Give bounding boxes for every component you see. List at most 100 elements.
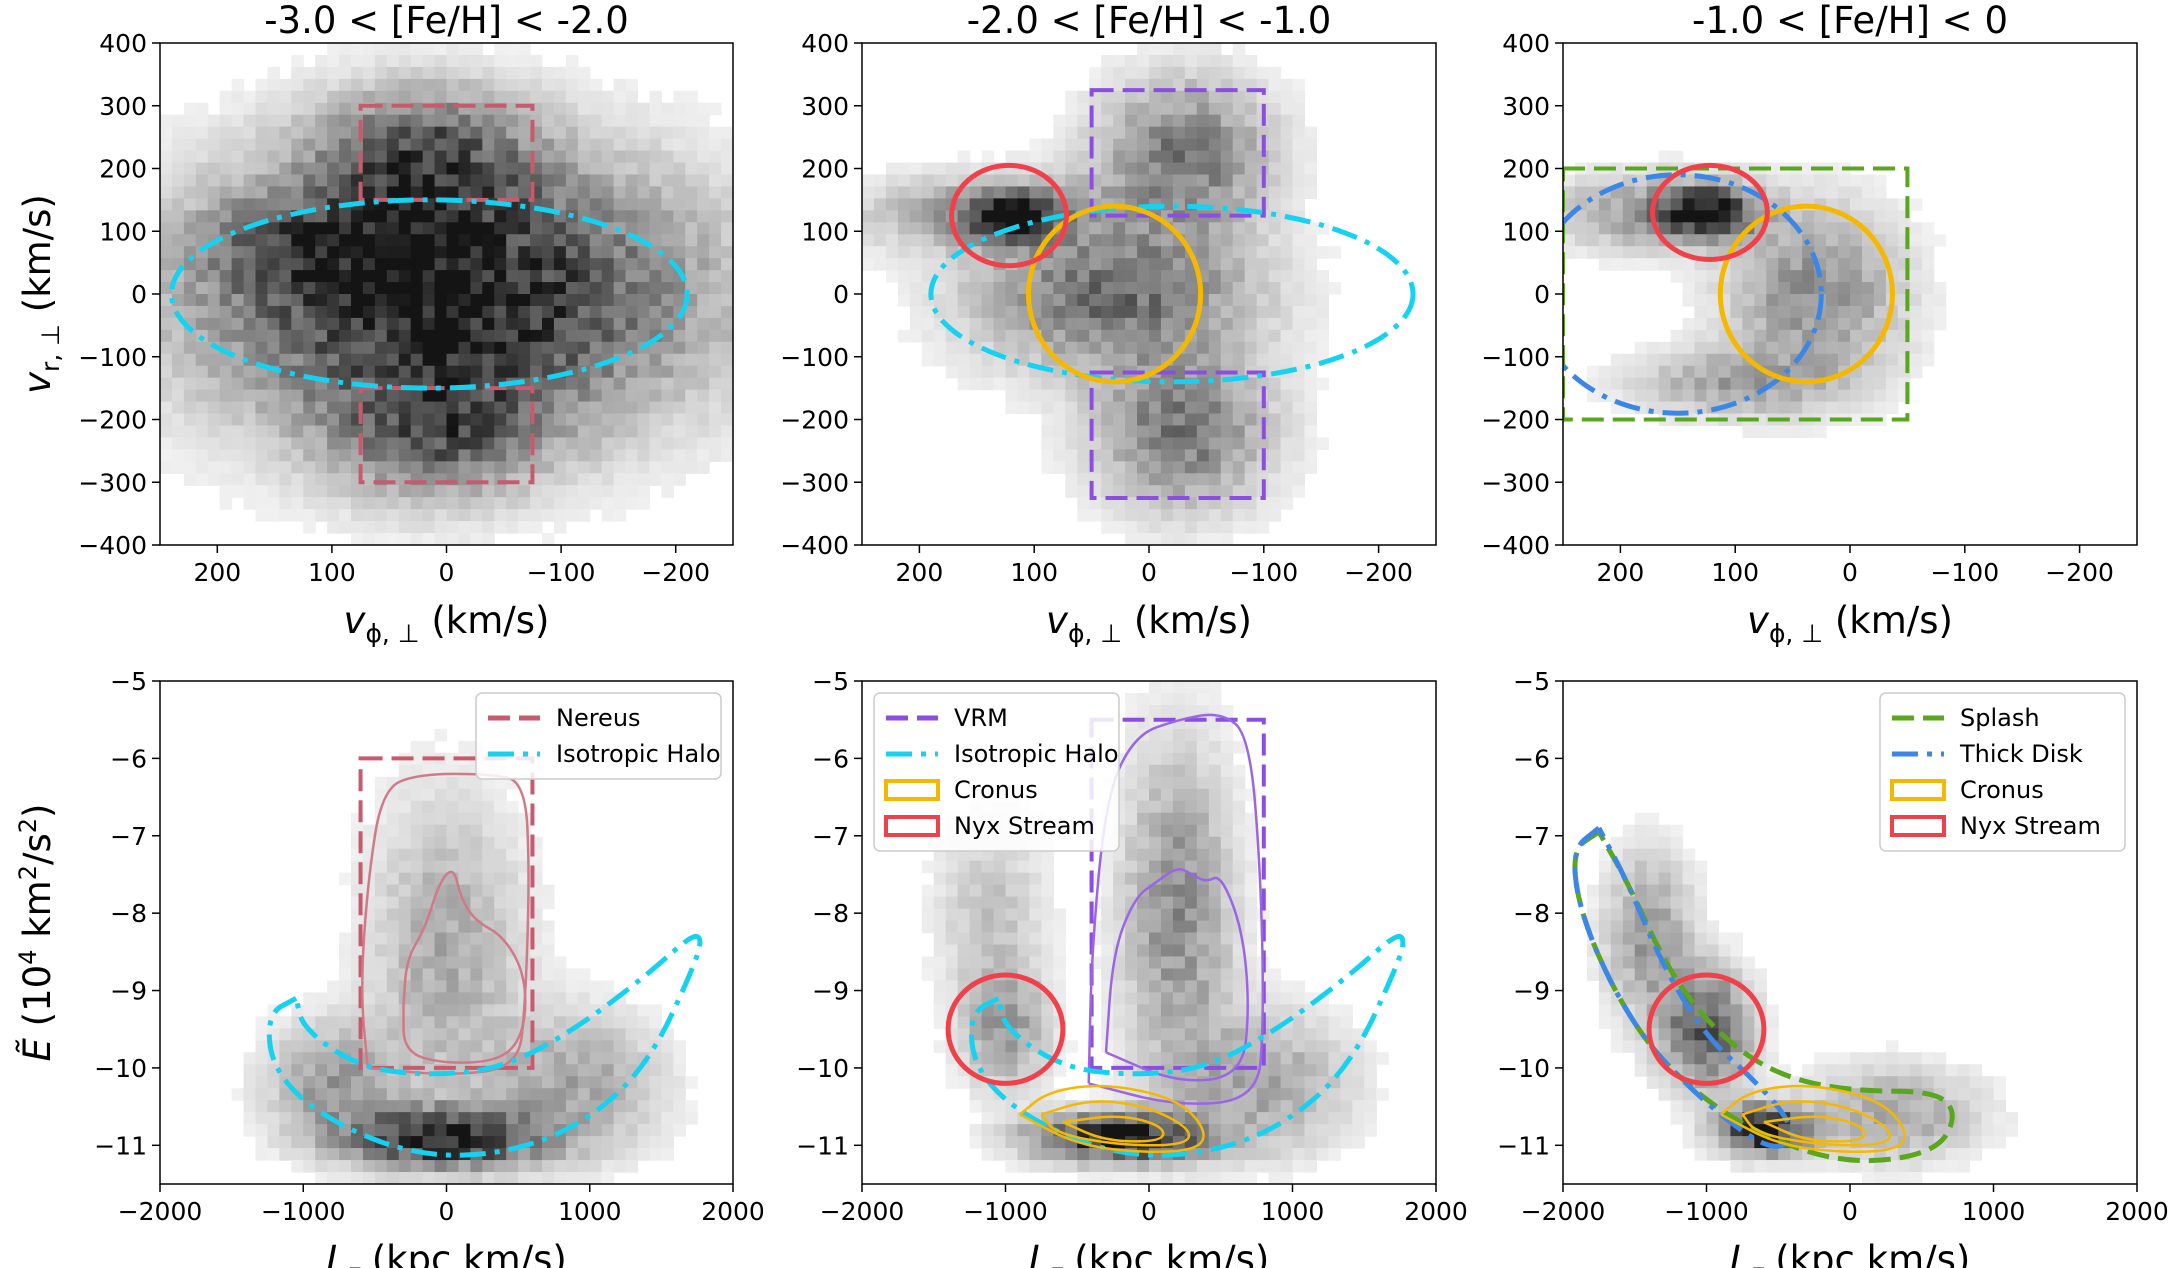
- y-tick-label: −200: [78, 406, 147, 435]
- density-cell: [1160, 102, 1174, 116]
- density-cell: [909, 329, 923, 343]
- density-cell: [909, 282, 923, 295]
- density-cell: [1280, 90, 1294, 104]
- density-cell: [1137, 968, 1150, 982]
- x-axis-label: vϕ, ⊥ (km/s): [1747, 599, 1953, 648]
- density-cell: [1029, 234, 1042, 247]
- density-cell: [673, 294, 686, 307]
- density-cell: [1814, 401, 1827, 415]
- density-cell: [458, 824, 471, 838]
- density-cell: [1220, 150, 1234, 164]
- density-cell: [1730, 282, 1743, 295]
- density-cell: [969, 222, 983, 235]
- density-cell: [1125, 533, 1138, 545]
- density-cell: [231, 102, 245, 116]
- density-cell: [327, 1172, 340, 1184]
- density-cell: [374, 920, 388, 934]
- density-cell: [422, 956, 436, 970]
- density-cell: [160, 234, 173, 247]
- density-cell: [1041, 353, 1054, 367]
- density-cell: [243, 1076, 257, 1089]
- density-cell: [1280, 198, 1294, 211]
- density-cell: [291, 1040, 304, 1053]
- density-cell: [195, 305, 209, 319]
- density-cell: [1077, 389, 1090, 403]
- density-cell: [1172, 54, 1186, 68]
- density-cell: [1790, 389, 1803, 403]
- density-cell: [1634, 186, 1648, 199]
- density-cell: [1029, 389, 1042, 403]
- density-cell: [386, 1148, 400, 1161]
- density-cell: [721, 138, 733, 152]
- density-cell: [1017, 246, 1031, 259]
- density-cell: [697, 365, 710, 379]
- density-cell: [530, 270, 543, 283]
- density-cell: [291, 485, 304, 498]
- density-cell: [1244, 114, 1258, 128]
- density-cell: [1622, 377, 1636, 391]
- density-cell: [195, 425, 209, 439]
- density-cell: [1113, 992, 1126, 1005]
- density-cell: [1897, 246, 1911, 259]
- density-cell: [1065, 341, 1078, 355]
- density-cell: [1802, 317, 1815, 331]
- density-cell: [1053, 437, 1066, 450]
- density-cell: [673, 1088, 686, 1101]
- density-cell: [219, 126, 233, 140]
- density-cell: [553, 1016, 567, 1029]
- density-cell: [1184, 162, 1198, 176]
- density-cell: [969, 317, 983, 331]
- density-cell: [1041, 860, 1054, 874]
- density-cell: [1113, 1004, 1126, 1017]
- density-cell: [1802, 425, 1815, 439]
- density-cell: [327, 305, 340, 319]
- density-cell: [470, 968, 483, 982]
- density-cell: [1101, 114, 1114, 128]
- density-cell: [577, 980, 591, 993]
- density-cell: [458, 353, 471, 367]
- density-cell: [1826, 258, 1839, 271]
- density-cell: [374, 294, 388, 307]
- density-cell: [351, 1148, 364, 1161]
- density-cell: [243, 174, 257, 188]
- density-cell: [933, 932, 947, 946]
- density-cell: [458, 920, 471, 934]
- density-cell: [410, 1124, 424, 1137]
- density-cell: [195, 162, 209, 176]
- density-cell: [1101, 449, 1114, 462]
- density-cell: [589, 246, 603, 259]
- density-cell: [1077, 1160, 1090, 1173]
- density-cell: [542, 150, 555, 164]
- density-cell: [1256, 497, 1270, 510]
- density-cell: [589, 174, 603, 188]
- density-cell: [422, 740, 436, 754]
- density-cell: [981, 174, 995, 188]
- density-cell: [279, 329, 292, 343]
- density-cell: [195, 473, 209, 486]
- density-cell: [446, 1004, 460, 1017]
- density-cell: [339, 956, 352, 970]
- y-axis-label: vr, ⊥ (km/s): [16, 194, 65, 394]
- density-cell: [183, 353, 197, 367]
- density-cell: [267, 509, 280, 522]
- density-cell: [1244, 305, 1258, 319]
- density-cell: [1622, 174, 1636, 188]
- density-cell: [351, 222, 364, 235]
- density-cell: [1220, 126, 1234, 140]
- density-cell: [637, 317, 651, 331]
- density-cell: [362, 329, 376, 343]
- density-cell: [1137, 848, 1150, 862]
- density-cell: [673, 1124, 686, 1137]
- density-cell: [362, 461, 376, 474]
- density-cell: [553, 377, 567, 391]
- density-cell: [1208, 425, 1222, 439]
- density-cell: [434, 437, 448, 450]
- density-cell: [945, 848, 959, 862]
- density-cell: [506, 509, 519, 522]
- density-cell: [195, 389, 209, 403]
- density-cell: [1802, 353, 1815, 367]
- density-cell: [315, 341, 328, 355]
- density-cell: [1814, 210, 1827, 223]
- density-cell: [1850, 258, 1863, 271]
- density-cell: [398, 533, 412, 545]
